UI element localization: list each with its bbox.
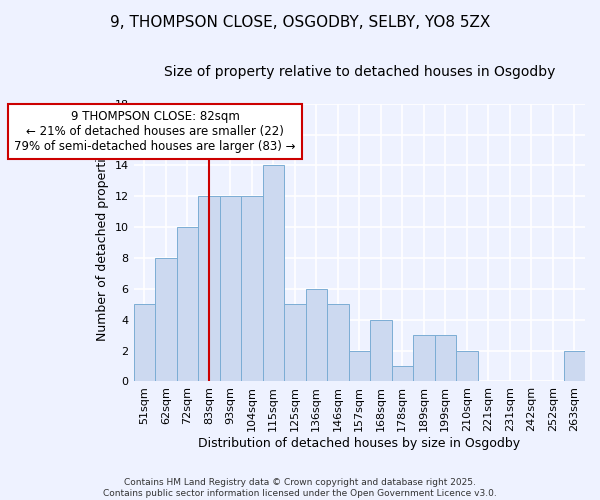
Bar: [305, 289, 327, 382]
Text: Contains HM Land Registry data © Crown copyright and database right 2025.
Contai: Contains HM Land Registry data © Crown c…: [103, 478, 497, 498]
Y-axis label: Number of detached properties: Number of detached properties: [96, 144, 109, 341]
Bar: [198, 196, 220, 382]
Bar: [563, 350, 585, 382]
Bar: [434, 335, 456, 382]
Text: 9 THOMPSON CLOSE: 82sqm
← 21% of detached houses are smaller (22)
79% of semi-de: 9 THOMPSON CLOSE: 82sqm ← 21% of detache…: [14, 110, 296, 153]
Bar: [155, 258, 176, 382]
Bar: [241, 196, 263, 382]
Bar: [284, 304, 305, 382]
Bar: [370, 320, 392, 382]
Bar: [413, 335, 434, 382]
Bar: [327, 304, 349, 382]
Title: Size of property relative to detached houses in Osgodby: Size of property relative to detached ho…: [164, 65, 555, 79]
Bar: [220, 196, 241, 382]
X-axis label: Distribution of detached houses by size in Osgodby: Distribution of detached houses by size …: [198, 437, 520, 450]
Bar: [263, 166, 284, 382]
Bar: [176, 227, 198, 382]
Bar: [456, 350, 478, 382]
Bar: [134, 304, 155, 382]
Bar: [349, 350, 370, 382]
Bar: [392, 366, 413, 382]
Text: 9, THOMPSON CLOSE, OSGODBY, SELBY, YO8 5ZX: 9, THOMPSON CLOSE, OSGODBY, SELBY, YO8 5…: [110, 15, 490, 30]
